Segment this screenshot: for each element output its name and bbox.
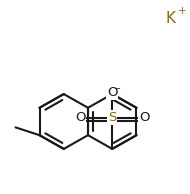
Text: −: −: [113, 84, 120, 93]
Text: O: O: [107, 86, 117, 99]
Text: O: O: [139, 111, 150, 124]
Text: S: S: [108, 111, 116, 124]
Text: +: +: [178, 6, 186, 16]
Text: K: K: [165, 11, 175, 26]
Text: O: O: [75, 111, 86, 124]
